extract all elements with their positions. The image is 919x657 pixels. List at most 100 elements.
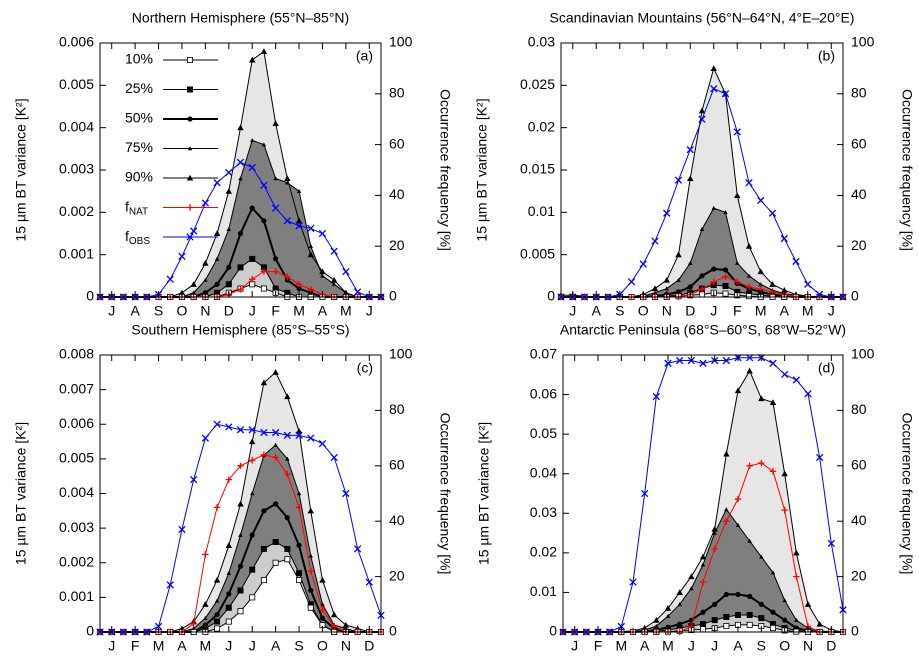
y2-tick-label: 0	[851, 623, 859, 639]
legend-label: fNAT	[125, 198, 148, 217]
y2-tick-label: 60	[389, 135, 405, 151]
marker	[320, 273, 325, 278]
marker	[769, 281, 776, 287]
marker	[308, 587, 314, 594]
marker	[722, 290, 729, 297]
marker	[191, 290, 196, 295]
marker	[272, 538, 279, 545]
x-tick-label: O	[638, 303, 649, 319]
y-tick-label: 0.004	[59, 118, 94, 134]
marker	[663, 209, 671, 217]
marker	[734, 192, 741, 198]
marker	[746, 273, 752, 278]
panel: 0 0.005 0.01 0.015 0.02 0.025 0.03 0 20 40 60 80 100…	[474, 10, 916, 319]
marker	[283, 217, 291, 225]
marker	[745, 283, 753, 291]
marker	[722, 267, 729, 273]
marker	[747, 538, 752, 543]
y2-tick-label: 0	[389, 623, 397, 639]
marker	[249, 281, 256, 288]
marker	[724, 507, 729, 512]
y-tick-label: 0.02	[528, 118, 555, 134]
marker	[284, 273, 291, 280]
marker	[237, 230, 244, 237]
marker	[330, 247, 338, 255]
marker	[213, 420, 221, 428]
marker	[237, 462, 244, 469]
y-tick-label: 0.005	[520, 245, 555, 261]
marker	[249, 276, 256, 283]
marker	[699, 291, 706, 298]
marker	[781, 287, 788, 293]
marker	[202, 551, 209, 558]
marker	[780, 234, 788, 243]
x-tick-label: O	[779, 638, 790, 654]
marker	[331, 282, 337, 287]
legend-label: 25%	[125, 80, 153, 96]
marker	[226, 227, 232, 232]
y-axis-label: 15 µm BT variance [K²]	[474, 98, 490, 241]
y-tick-label: 0.06	[530, 385, 557, 401]
x-tick-label: M	[340, 303, 352, 319]
legend-marker	[187, 146, 193, 151]
panel-label: (b)	[818, 48, 835, 64]
x-tick-label: A	[640, 638, 650, 654]
marker	[213, 576, 221, 583]
marker	[723, 591, 729, 598]
marker	[225, 423, 233, 431]
marker	[284, 545, 291, 552]
marker	[261, 142, 267, 147]
marker	[365, 578, 373, 586]
marker	[238, 532, 243, 537]
marker	[676, 589, 683, 595]
marker	[214, 598, 220, 603]
x-tick-label: N	[803, 638, 813, 654]
legend-marker	[186, 174, 194, 181]
y2-tick-label: 60	[389, 457, 405, 473]
marker	[213, 179, 221, 187]
band-fill	[561, 208, 843, 297]
marker	[745, 243, 753, 249]
marker	[319, 576, 326, 583]
marker	[190, 475, 198, 484]
marker	[698, 115, 706, 123]
y2-axis-label: Occurrence frequency [%]	[899, 89, 915, 251]
x-tick-label: J	[710, 303, 717, 319]
marker	[296, 577, 303, 584]
y-tick-label: 0.003	[59, 161, 94, 177]
marker	[308, 243, 313, 248]
marker	[675, 251, 682, 258]
marker	[225, 281, 232, 288]
x-tick-label: N	[200, 303, 210, 319]
marker	[271, 428, 280, 437]
marker	[674, 176, 683, 184]
band-fill	[100, 258, 381, 297]
legend-marker	[186, 204, 194, 211]
marker	[249, 438, 256, 445]
marker	[353, 288, 362, 296]
y-tick-label: 0.003	[59, 519, 94, 535]
marker	[260, 545, 267, 552]
x-tick-label: A	[733, 638, 743, 654]
marker	[746, 293, 753, 300]
legend-marker	[186, 86, 193, 93]
marker	[711, 205, 716, 210]
marker	[723, 613, 730, 620]
marker	[758, 459, 765, 467]
marker	[296, 542, 302, 549]
y2-tick-label: 100	[389, 34, 413, 50]
x-tick-label: A	[177, 638, 187, 654]
y2-tick-label: 20	[389, 237, 405, 253]
marker	[770, 570, 776, 575]
marker	[687, 284, 693, 290]
marker	[260, 379, 268, 386]
x-tick-label: D	[685, 303, 695, 319]
marker	[651, 285, 659, 292]
x-tick-label: N	[662, 303, 672, 319]
marker	[214, 612, 220, 618]
y-tick-label: 0	[86, 288, 94, 304]
marker	[652, 290, 658, 295]
marker	[688, 260, 693, 265]
